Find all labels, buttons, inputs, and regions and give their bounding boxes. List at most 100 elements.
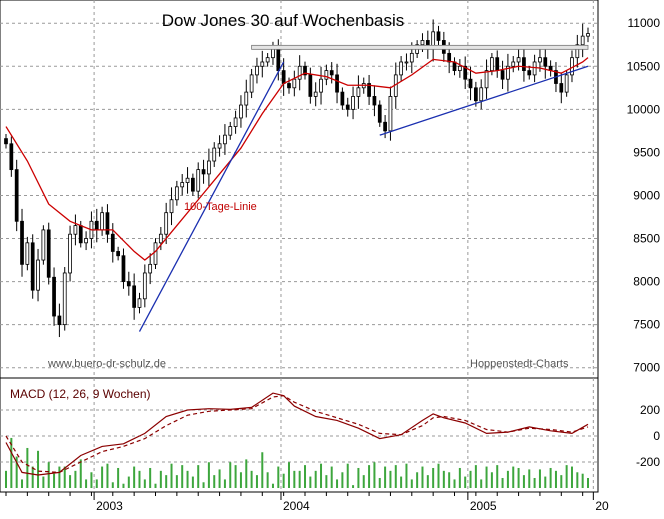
macd-histogram-bar bbox=[90, 472, 93, 488]
candle-body bbox=[148, 263, 153, 274]
candle-body bbox=[340, 91, 345, 106]
candle-body bbox=[575, 44, 580, 59]
macd-histogram-bar bbox=[320, 463, 323, 488]
candle-body bbox=[239, 104, 243, 119]
macd-histogram-bar bbox=[111, 482, 114, 488]
macd-histogram-bar bbox=[175, 475, 178, 488]
macd-histogram-bar bbox=[506, 470, 509, 488]
candle-body bbox=[313, 91, 318, 97]
candle-body bbox=[474, 87, 478, 102]
chart-title: Dow Jones 30 auf Wochenbasis bbox=[162, 11, 405, 30]
candle-body bbox=[420, 40, 425, 46]
macd-histogram-bar bbox=[287, 462, 290, 488]
source-right: Hoppenstedt-Charts bbox=[470, 358, 569, 370]
candle-body bbox=[14, 169, 19, 222]
candle-body bbox=[207, 160, 211, 175]
candle-body bbox=[367, 83, 371, 97]
macd-histogram-bar bbox=[581, 473, 584, 488]
macd-histogram-bar bbox=[229, 462, 232, 488]
candle-body bbox=[452, 61, 457, 71]
macd-y-axis: -200 0 200 bbox=[636, 403, 660, 469]
candle-body bbox=[586, 33, 590, 37]
macd-histogram-bar bbox=[400, 476, 403, 488]
main-lines bbox=[5, 44, 589, 332]
macd-signal-line bbox=[5, 395, 589, 474]
macd-histogram-bar bbox=[69, 475, 72, 488]
candle-body bbox=[271, 48, 275, 59]
candle-body bbox=[73, 225, 78, 235]
macd-histogram-bar bbox=[362, 475, 365, 488]
candle-body bbox=[244, 91, 249, 106]
candle-body bbox=[30, 242, 35, 291]
candle-body bbox=[527, 70, 532, 76]
macd-histogram-bar bbox=[5, 470, 7, 488]
candle-body bbox=[233, 117, 238, 127]
macd-histogram-bar bbox=[58, 466, 61, 488]
macd-histogram-bar bbox=[197, 465, 200, 488]
macd-histogram-bar bbox=[309, 476, 312, 488]
macd-tick-label: -200 bbox=[636, 455, 660, 469]
macd-histogram-bar bbox=[538, 469, 541, 488]
macd-histogram-bar bbox=[245, 459, 248, 488]
macd-histogram-bar bbox=[47, 462, 50, 488]
y-tick-label: 8500 bbox=[633, 232, 660, 246]
y-tick-label: 11000 bbox=[628, 16, 661, 30]
candle-body bbox=[404, 61, 409, 64]
ma-label: 100-Tage-Linie bbox=[184, 201, 257, 213]
candle-body bbox=[185, 177, 190, 183]
moving-average-line bbox=[5, 57, 589, 261]
candle-body bbox=[580, 35, 585, 46]
candle-body bbox=[68, 233, 72, 274]
candle-body bbox=[62, 272, 67, 326]
y-tick-label: 10500 bbox=[627, 59, 661, 73]
candle-body bbox=[532, 61, 537, 76]
y-tick-label: 10000 bbox=[627, 102, 661, 116]
candle-body bbox=[20, 220, 24, 265]
candle-body bbox=[57, 315, 62, 326]
macd-histogram-bar bbox=[53, 473, 56, 488]
macd-histogram-bar bbox=[37, 450, 40, 488]
macd-histogram-bar bbox=[223, 479, 226, 488]
candle-body bbox=[356, 87, 361, 97]
macd-histogram-bar bbox=[346, 463, 349, 488]
candle-body bbox=[303, 65, 307, 76]
macd-histogram bbox=[5, 437, 589, 488]
candle-body bbox=[463, 65, 468, 80]
source-left: www.buero-dr-schulz.de bbox=[47, 358, 166, 370]
macd-histogram-bar bbox=[384, 466, 387, 488]
candle-body bbox=[41, 229, 46, 261]
macd-histogram-bar bbox=[448, 472, 451, 488]
macd-histogram-bar bbox=[127, 476, 130, 488]
macd-histogram-bar bbox=[458, 467, 461, 488]
candle-body bbox=[142, 272, 147, 300]
candle-body bbox=[516, 57, 521, 63]
macd-histogram-bar bbox=[218, 469, 221, 488]
y-tick-label: 9000 bbox=[633, 188, 660, 202]
candle-body bbox=[479, 87, 484, 102]
macd-histogram-bar bbox=[181, 465, 184, 488]
candle-body bbox=[490, 57, 494, 71]
candle-body bbox=[164, 212, 169, 235]
candle-body bbox=[511, 61, 516, 67]
macd-histogram-bar bbox=[282, 473, 285, 488]
y-tick-label: 8000 bbox=[633, 275, 660, 289]
macd-histogram-bar bbox=[517, 467, 520, 488]
candle-body bbox=[265, 57, 270, 63]
macd-histogram-bar bbox=[576, 472, 579, 488]
candle-body bbox=[121, 255, 126, 282]
macd-histogram-bar bbox=[570, 466, 573, 488]
macd-histogram-bar bbox=[85, 479, 88, 488]
candle-body bbox=[522, 57, 526, 71]
macd-histogram-bar bbox=[389, 470, 392, 488]
candle-body bbox=[399, 61, 403, 76]
candle-body bbox=[84, 238, 88, 244]
macd-grid bbox=[0, 378, 598, 492]
candle-body bbox=[351, 96, 355, 110]
macd-histogram-bar bbox=[421, 466, 424, 488]
candle-body bbox=[372, 96, 377, 106]
macd-histogram-bar bbox=[432, 467, 435, 488]
candle-body bbox=[543, 57, 548, 67]
candle-body bbox=[255, 65, 259, 76]
candle-body bbox=[281, 70, 286, 84]
